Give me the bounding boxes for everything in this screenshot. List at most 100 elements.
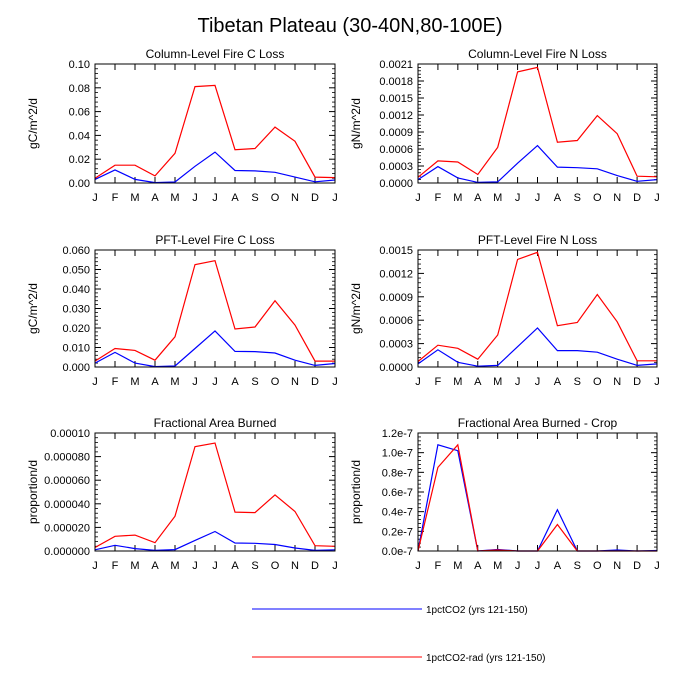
panel-title: Column-Level Fire N Loss — [468, 47, 607, 61]
plot-frame — [94, 249, 336, 368]
x-tick-label: D — [633, 376, 641, 388]
x-tick-label: J — [535, 376, 541, 388]
x-tick-label: J — [515, 376, 521, 388]
y-tick-label: 0.06 — [69, 107, 90, 119]
x-tick-label: D — [311, 376, 319, 388]
x-tick-label: A — [554, 560, 562, 572]
x-tick-label: N — [613, 376, 621, 388]
figure-title: Tibetan Plateau (30-40N,80-100E) — [198, 15, 503, 37]
x-tick-label: A — [151, 560, 159, 572]
x-tick-label: A — [474, 192, 482, 204]
x-tick-label: M — [130, 192, 139, 204]
x-tick-label: J — [535, 192, 541, 204]
x-tick-label: J — [415, 560, 421, 572]
series-line-1pctco2-rad — [94, 442, 336, 549]
series-line-1pctco2 — [94, 330, 336, 368]
y-tick-label: 0.000080 — [44, 452, 90, 464]
x-tick-label: J — [535, 560, 541, 572]
y-tick-label: 0.000020 — [44, 522, 90, 534]
series-line-1pctco2-rad — [94, 84, 336, 179]
x-tick-label: F — [435, 560, 442, 572]
x-tick-label: M — [453, 376, 462, 388]
x-tick-label: J — [654, 376, 660, 388]
y-tick-label: 0.0009 — [379, 127, 413, 139]
x-tick-label: N — [291, 376, 299, 388]
y-axis-label: gN/m^2/d — [349, 98, 363, 149]
y-tick-label: 0.0006 — [379, 315, 413, 327]
legend-label-1: 1pctCO2 (yrs 121-150) — [426, 605, 528, 616]
x-tick-label: N — [613, 192, 621, 204]
panel-title: Fractional Area Burned - Crop — [458, 416, 618, 430]
x-tick-label: J — [212, 560, 218, 572]
x-tick-label: J — [415, 376, 421, 388]
x-tick-label: A — [554, 376, 562, 388]
x-tick-label: A — [231, 560, 239, 572]
y-tick-label: 0.0000 — [379, 178, 413, 190]
x-tick-label: J — [515, 560, 521, 572]
x-tick-label: F — [112, 376, 119, 388]
x-tick-label: M — [493, 560, 502, 572]
panels: Column-Level Fire C Loss gC/m^2/d 0.00 0.02… — [26, 47, 660, 572]
plot-frame — [417, 63, 658, 184]
y-tick-label: 0.0003 — [379, 161, 413, 173]
series-line-1pctco2 — [417, 444, 658, 552]
x-tick-label: J — [92, 376, 98, 388]
y-tick-label: 0.08 — [69, 83, 90, 95]
y-tick-label: 0.02 — [69, 154, 90, 166]
y-tick-label: 1.2e-7 — [382, 428, 413, 440]
x-tick-label: S — [574, 560, 581, 572]
legend-label-2: 1pctCO2-rad (yrs 121-150) — [426, 653, 546, 664]
y-tick-label: 0.010 — [62, 343, 90, 355]
x-tick-label: S — [251, 560, 258, 572]
x-tick-label: J — [192, 192, 198, 204]
y-tick-label: 0.04 — [69, 130, 90, 142]
y-tick-label: 0.0018 — [379, 76, 413, 88]
y-tick-label: 0.0003 — [379, 339, 413, 351]
x-tick-label: A — [151, 192, 159, 204]
x-tick-label: F — [112, 560, 119, 572]
x-tick-label: J — [515, 192, 521, 204]
panel-2: Column-Level Fire N Loss gN/m^2/d 0.0000 0.… — [349, 47, 660, 204]
x-tick-label: M — [493, 376, 502, 388]
y-tick-label: 0.4e-7 — [382, 507, 413, 519]
x-tick-label: J — [192, 560, 198, 572]
y-tick-label: 0.0021 — [379, 59, 413, 71]
x-tick-label: J — [92, 560, 98, 572]
x-tick-label: D — [633, 192, 641, 204]
y-tick-label: 0.2e-7 — [382, 526, 413, 538]
x-tick-label: J — [212, 376, 218, 388]
y-tick-label: 0.0012 — [379, 110, 413, 122]
x-tick-label: A — [474, 376, 482, 388]
x-tick-label: S — [251, 376, 258, 388]
y-tick-label: 0.0009 — [379, 292, 413, 304]
x-tick-label: A — [554, 192, 562, 204]
y-tick-label: 0.10 — [69, 59, 90, 71]
x-tick-label: O — [271, 560, 280, 572]
x-tick-label: J — [332, 376, 338, 388]
x-tick-label: J — [192, 376, 198, 388]
y-tick-label: 0.060 — [62, 245, 90, 257]
x-tick-label: M — [453, 560, 462, 572]
series-line-1pctco2-rad — [94, 260, 335, 362]
y-tick-label: 0.0012 — [379, 268, 413, 280]
series-line-1pctco2 — [94, 530, 336, 552]
y-axis-label: gC/m^2/d — [26, 98, 40, 149]
panel-6: Fractional Area Burned - Crop proportion/… — [349, 416, 660, 572]
x-tick-label: F — [112, 192, 119, 204]
x-tick-label: S — [574, 192, 581, 204]
x-tick-label: D — [633, 560, 641, 572]
y-tick-label: 1.0e-7 — [382, 448, 413, 460]
x-tick-label: J — [92, 192, 98, 204]
legend: 1pctCO2 (yrs 121-150) 1pctCO2-rad (yrs 12… — [252, 605, 546, 664]
y-tick-label: 0.050 — [62, 265, 90, 277]
y-tick-label: 0.000 — [62, 362, 90, 374]
x-tick-label: F — [435, 376, 442, 388]
x-tick-label: A — [151, 376, 159, 388]
x-tick-label: O — [593, 192, 602, 204]
x-tick-label: O — [271, 192, 280, 204]
x-tick-label: N — [291, 560, 299, 572]
y-tick-label: 0.8e-7 — [382, 467, 413, 479]
x-tick-label: M — [130, 560, 139, 572]
panel-title: Fractional Area Burned — [154, 416, 277, 430]
